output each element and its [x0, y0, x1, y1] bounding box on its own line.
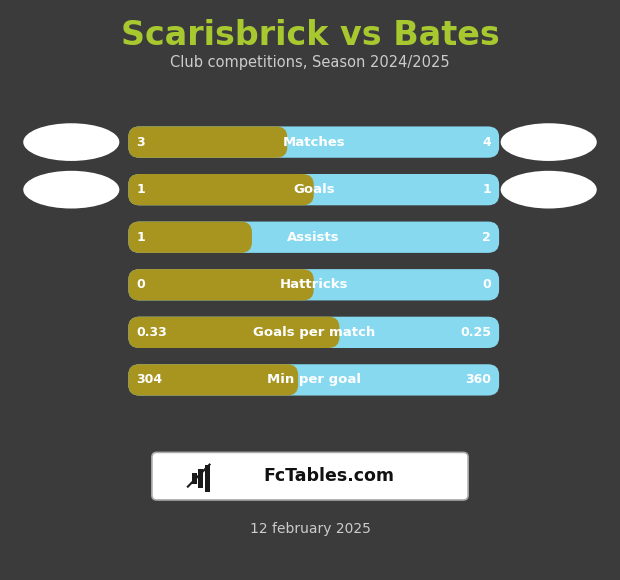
FancyBboxPatch shape — [128, 222, 499, 253]
Ellipse shape — [24, 124, 120, 161]
FancyBboxPatch shape — [128, 174, 499, 205]
Text: Scarisbrick vs Bates: Scarisbrick vs Bates — [121, 20, 499, 52]
Ellipse shape — [24, 171, 120, 209]
Text: Goals: Goals — [293, 183, 335, 196]
FancyBboxPatch shape — [128, 126, 287, 158]
Text: 12 february 2025: 12 february 2025 — [250, 522, 370, 536]
Text: Min per goal: Min per goal — [267, 374, 361, 386]
Text: 2: 2 — [482, 231, 491, 244]
Text: 0.25: 0.25 — [460, 326, 491, 339]
Bar — [205, 465, 210, 491]
Text: 1: 1 — [136, 183, 145, 196]
Text: 3: 3 — [136, 136, 145, 148]
FancyBboxPatch shape — [128, 364, 499, 396]
FancyBboxPatch shape — [128, 317, 339, 348]
FancyBboxPatch shape — [128, 269, 314, 300]
Text: 1: 1 — [136, 231, 145, 244]
FancyBboxPatch shape — [128, 222, 252, 253]
Text: 1: 1 — [482, 183, 491, 196]
Text: Assists: Assists — [288, 231, 340, 244]
Ellipse shape — [501, 171, 596, 209]
Ellipse shape — [501, 124, 596, 161]
Text: 0: 0 — [136, 278, 145, 291]
Text: Club competitions, Season 2024/2025: Club competitions, Season 2024/2025 — [170, 55, 450, 70]
FancyBboxPatch shape — [152, 452, 468, 500]
Text: Matches: Matches — [282, 136, 345, 148]
Bar — [198, 469, 203, 488]
FancyBboxPatch shape — [128, 317, 499, 348]
FancyBboxPatch shape — [128, 269, 499, 300]
FancyBboxPatch shape — [128, 364, 298, 396]
Text: 0: 0 — [482, 278, 491, 291]
Text: Goals per match: Goals per match — [252, 326, 375, 339]
Text: FcTables.com: FcTables.com — [264, 467, 394, 485]
Text: 4: 4 — [482, 136, 491, 148]
FancyBboxPatch shape — [128, 126, 499, 158]
FancyBboxPatch shape — [128, 174, 314, 205]
Text: 0.33: 0.33 — [136, 326, 167, 339]
Text: 360: 360 — [465, 374, 491, 386]
Text: 304: 304 — [136, 374, 162, 386]
Bar — [192, 473, 197, 484]
Text: Hattricks: Hattricks — [280, 278, 348, 291]
